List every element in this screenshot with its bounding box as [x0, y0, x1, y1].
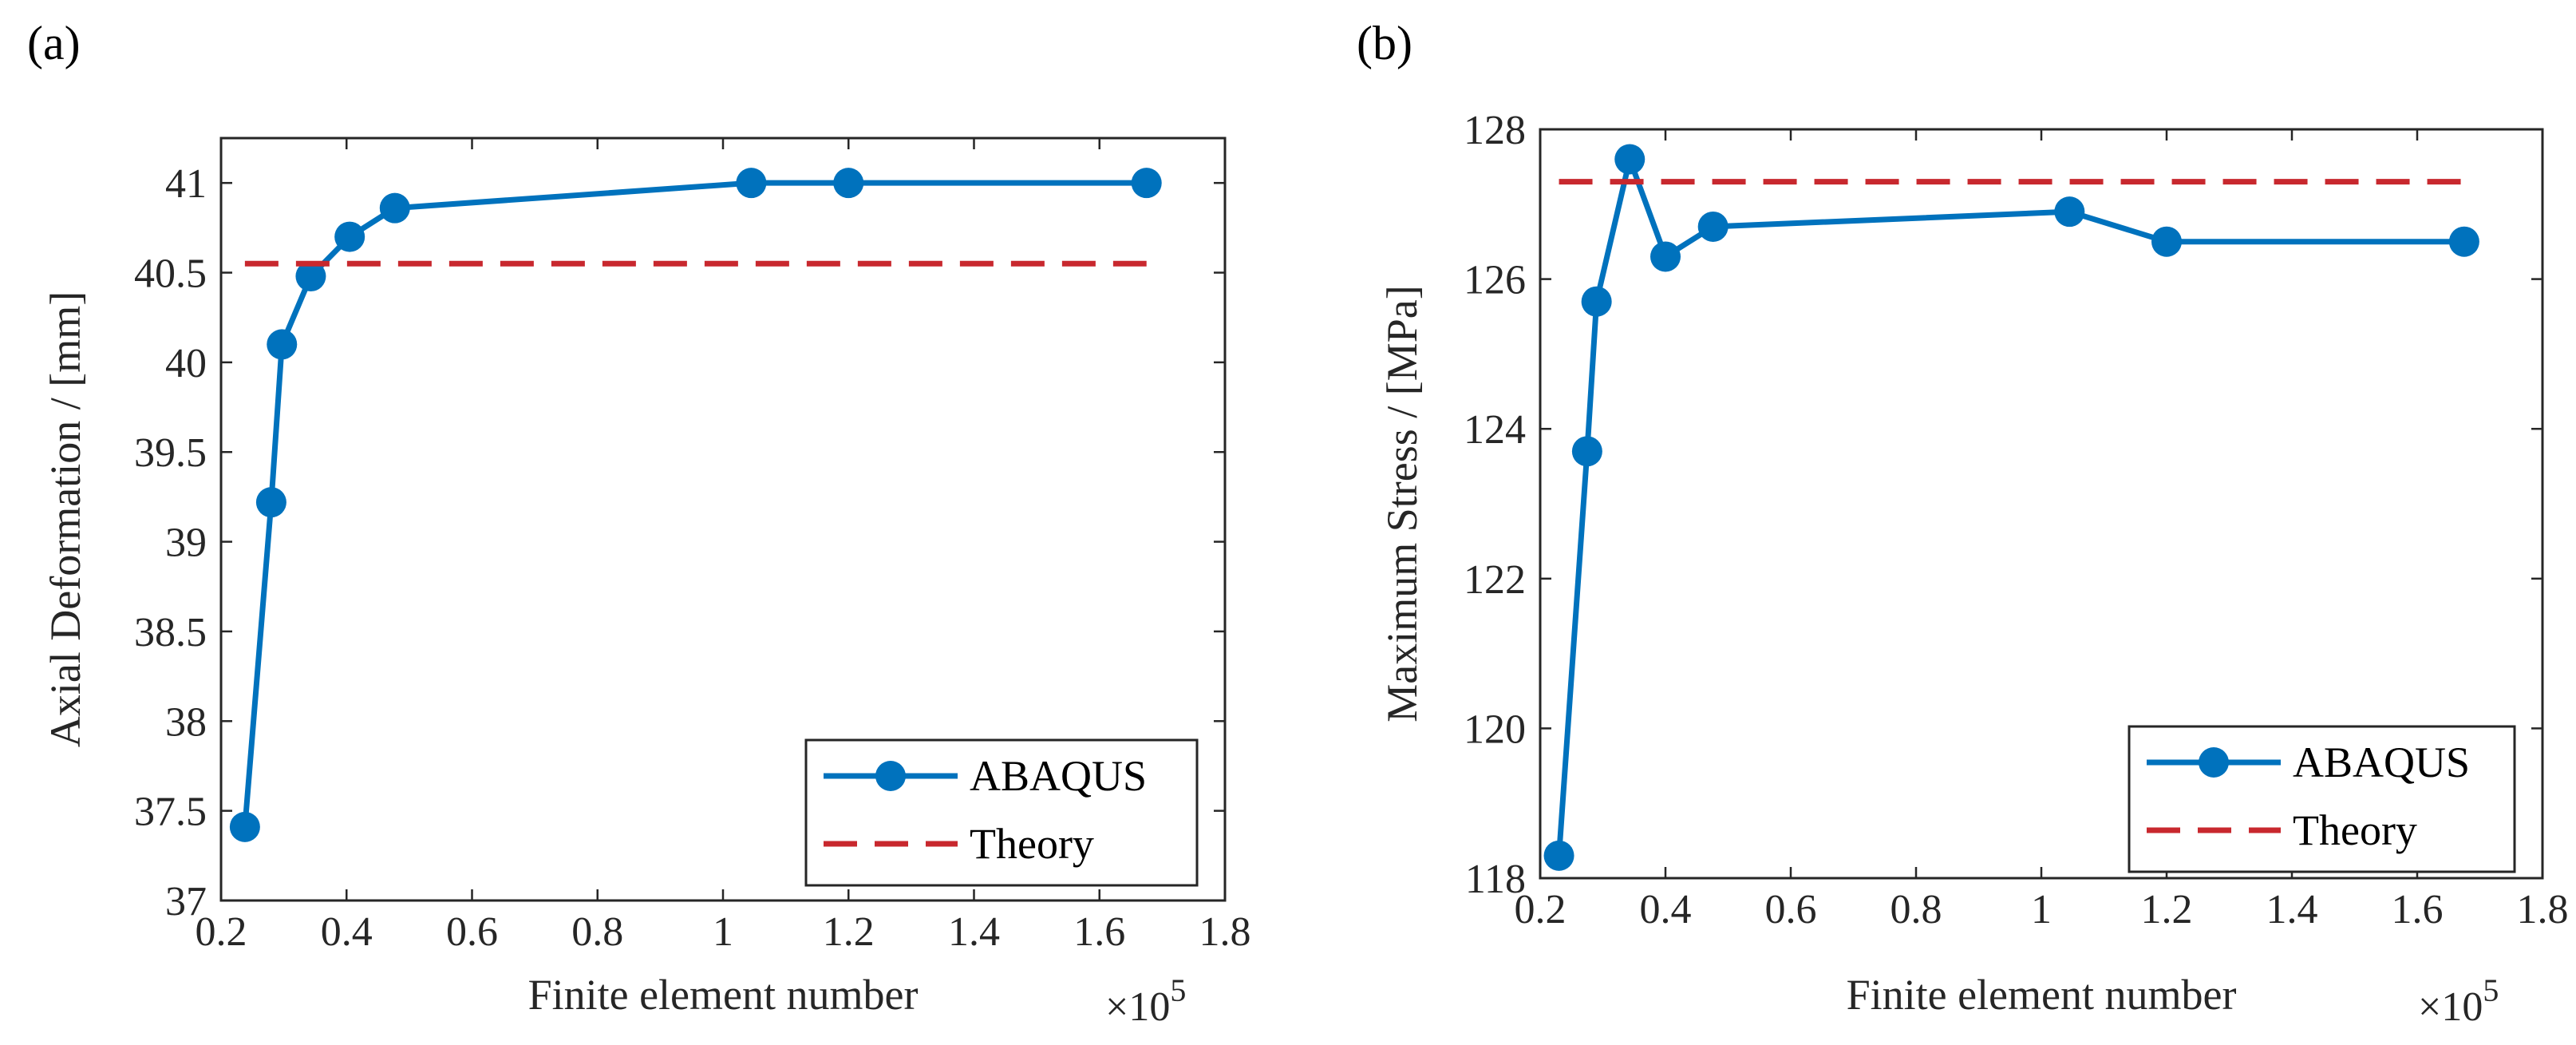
data-point-abaqus — [229, 811, 260, 842]
panel-label: (a) — [27, 17, 81, 69]
x-tick-label: 1.4 — [2266, 887, 2318, 932]
x-tick-label: 1.6 — [2392, 887, 2444, 932]
data-point-abaqus — [379, 192, 410, 224]
x-tick-label: 0.4 — [321, 909, 373, 955]
y-tick-label: 122 — [1464, 557, 1526, 603]
y-axis-title: Axial Deformation / [mm] — [41, 291, 89, 747]
legend-label-theory: Theory — [2293, 806, 2417, 854]
data-point-abaqus — [1543, 840, 1574, 871]
x-tick-label: 0.6 — [1765, 887, 1817, 932]
chart-maximum-stress: (b) 0.2 0.4 0.6 0.8 1 1.2 1.4 1.6 1.8 118 120 122 124… — [1357, 17, 2569, 1030]
multiplier-exponent: 5 — [2483, 972, 2499, 1008]
x-tick-label: 0.4 — [1640, 887, 1692, 932]
y-tick-label: 120 — [1464, 707, 1526, 752]
x-tick-label: 1.8 — [2517, 887, 2569, 932]
y-tick-label: 124 — [1464, 407, 1526, 453]
legend-label-theory: Theory — [970, 820, 1094, 868]
data-point-abaqus — [833, 168, 864, 199]
x-axis-multiplier: ×105 — [1105, 972, 1186, 1030]
data-point-abaqus — [334, 221, 365, 252]
data-point-abaqus — [1581, 286, 1612, 317]
x-tick-label: 1.4 — [948, 909, 1000, 955]
x-tick-label: 0.8 — [1891, 887, 1942, 932]
y-tick-label: 37.5 — [134, 790, 207, 835]
x-tick-label: 1 — [713, 909, 733, 955]
y-tick-label: 126 — [1464, 258, 1526, 303]
data-point-abaqus — [1571, 436, 1602, 467]
data-point-abaqus — [1697, 211, 1729, 242]
x-tick-label: 1.8 — [1199, 909, 1251, 955]
x-tick-label: 1.6 — [1073, 909, 1125, 955]
panel-label: (b) — [1357, 17, 1412, 69]
legend-label-abaqus: ABAQUS — [2293, 738, 2470, 786]
data-point-abaqus — [1650, 241, 1681, 272]
data-point-abaqus — [736, 168, 767, 199]
x-axis-multiplier: ×105 — [2418, 972, 2499, 1030]
data-point-abaqus — [255, 487, 286, 518]
y-tick-label: 38.5 — [134, 610, 207, 655]
y-tick-label: 37 — [165, 879, 207, 924]
y-tick-label: 38 — [165, 699, 207, 745]
legend-marker-abaqus — [875, 761, 906, 791]
series-abaqus-line — [242, 180, 1147, 828]
x-tick-label: 0.8 — [571, 909, 623, 955]
y-tick-label: 128 — [1464, 108, 1526, 153]
x-tick-label: 0.2 — [196, 909, 247, 955]
y-tick-label: 39.5 — [134, 430, 207, 476]
x-tick-label: 1.2 — [823, 909, 875, 955]
x-tick-label: 1.2 — [2141, 887, 2193, 932]
x-tick-label: 1 — [2031, 887, 2052, 932]
x-tick-label: 0.6 — [446, 909, 498, 955]
data-point-abaqus — [1614, 144, 1646, 175]
x-axis-title: Finite element number — [1847, 971, 2237, 1019]
multiplier-base: ×10 — [1105, 984, 1170, 1030]
chart-axial-deformation: (a) 0.2 0.4 0.6 0.8 1 1.2 1.4 1.6 1.8 37 37.5 38 38.5… — [27, 17, 1251, 1030]
data-point-abaqus — [2054, 196, 2085, 228]
data-point-abaqus — [1131, 168, 1162, 199]
y-tick-label: 40 — [165, 341, 207, 386]
legend-marker-abaqus — [2199, 747, 2229, 778]
x-axis-title: Finite element number — [528, 971, 919, 1019]
data-point-abaqus — [2151, 226, 2182, 257]
legend-label-abaqus: ABAQUS — [970, 752, 1147, 800]
legend-box — [804, 738, 1199, 887]
data-point-abaqus — [295, 261, 326, 292]
multiplier-base: ×10 — [2418, 984, 2483, 1030]
y-tick-label: 41 — [165, 161, 207, 207]
legend-box — [2128, 725, 2516, 873]
y-axis-title: Maximum Stress / [MPa] — [1378, 285, 1426, 722]
data-point-abaqus — [267, 329, 298, 360]
data-point-abaqus — [2448, 226, 2479, 257]
y-tick-label: 118 — [1465, 857, 1526, 902]
y-tick-label: 40.5 — [134, 251, 207, 297]
y-tick-label: 39 — [165, 521, 207, 566]
x-tick-label: 0.2 — [1515, 887, 1567, 932]
multiplier-exponent: 5 — [1170, 972, 1186, 1008]
